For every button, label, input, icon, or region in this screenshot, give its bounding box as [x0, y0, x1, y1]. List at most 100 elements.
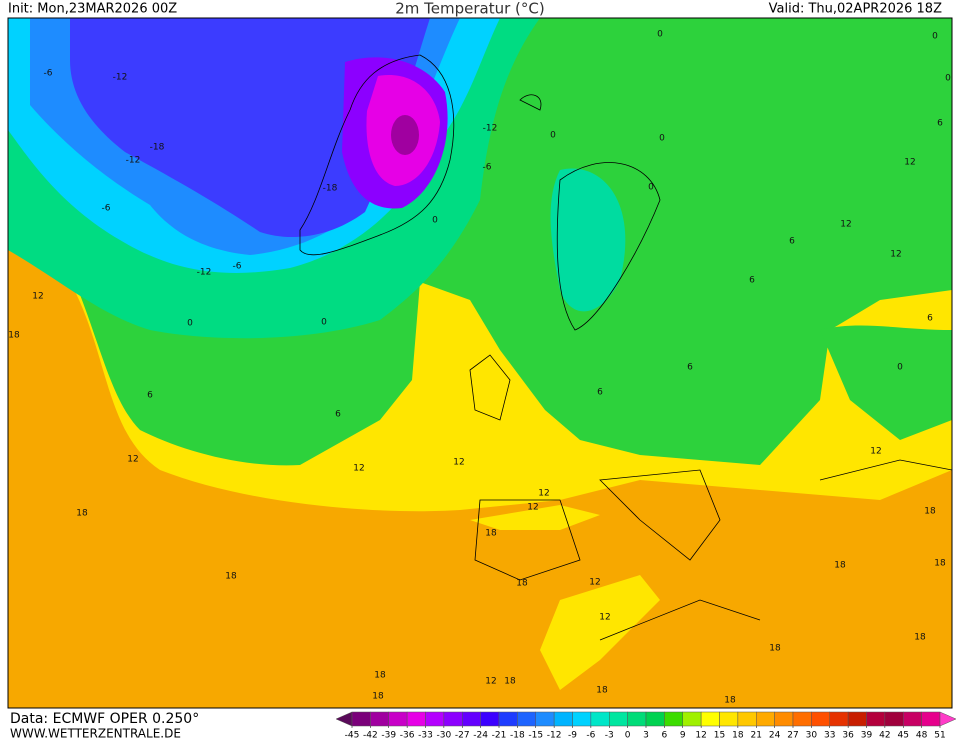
contour-label: 0 — [657, 30, 663, 40]
contour-label: 6 — [687, 363, 693, 373]
color-tick-label: -9 — [568, 731, 577, 741]
color-swatch — [664, 711, 683, 727]
color-swatch — [645, 711, 665, 727]
color-tick-label: -36 — [400, 731, 415, 741]
contour-label: 0 — [550, 131, 556, 141]
color-swatch — [756, 711, 775, 727]
color-tick-label: 24 — [769, 731, 781, 741]
color-tick-label: 9 — [680, 731, 686, 741]
color-swatch — [700, 711, 720, 727]
color-tick-label: 48 — [916, 731, 928, 741]
color-tick-label: -45 — [345, 731, 360, 741]
color-swatch — [609, 711, 628, 727]
color-tick-label: -33 — [418, 731, 433, 741]
color-swatch — [829, 711, 849, 727]
contour-label: 6 — [597, 388, 603, 398]
website: WWW.WETTERZENTRALE.DE — [10, 727, 181, 741]
contour-label: -12 — [113, 73, 128, 83]
contour-label: 0 — [932, 32, 938, 42]
color-tick-label: -42 — [363, 731, 378, 741]
color-swatch — [535, 711, 555, 727]
contour-label: 6 — [147, 391, 153, 401]
contour-label: 18 — [924, 507, 936, 517]
color-swatch — [774, 711, 794, 727]
contour-label: -6 — [44, 69, 53, 79]
contour-label: 18 — [769, 644, 781, 654]
contour-label: 0 — [659, 134, 665, 144]
contour-label: 12 — [870, 447, 881, 457]
contour-label: 6 — [335, 410, 341, 420]
color-swatch — [388, 711, 408, 727]
color-tick-label: 51 — [934, 731, 945, 741]
contour-label: 6 — [937, 119, 943, 129]
color-swatch — [847, 711, 867, 727]
contour-label: 12 — [599, 613, 610, 623]
color-tick-label: 6 — [662, 731, 668, 741]
contour-label: 18 — [516, 579, 528, 589]
contour-labels: -6 -12-18-12-6-12-60 066121212121818181818… — [8, 30, 951, 706]
field-minus-42 — [391, 115, 419, 155]
contour-label: 0 — [321, 318, 327, 328]
color-tick-label: 21 — [751, 731, 762, 741]
color-tick-label: -12 — [547, 731, 562, 741]
contour-label: -12 — [126, 156, 141, 166]
color-tick-label: -18 — [510, 731, 525, 741]
contour-label: 18 — [372, 692, 384, 702]
color-swatch — [370, 711, 389, 727]
map-frame — [7, 17, 953, 709]
contour-label: 12 — [538, 489, 549, 499]
contour-label: 18 — [504, 677, 516, 687]
color-swatch — [462, 711, 481, 727]
color-tick-label: -6 — [586, 731, 595, 741]
color-swatch — [480, 711, 500, 727]
color-tick-label: -30 — [437, 731, 452, 741]
color-swatch — [498, 711, 518, 727]
contour-label: 18 — [834, 561, 846, 571]
color-swatch — [811, 711, 830, 727]
contour-label: 0 — [945, 74, 951, 84]
color-swatch — [866, 711, 886, 727]
contour-label: 12 — [127, 455, 138, 465]
contour-label: -6 — [483, 163, 492, 173]
init-time: Init: Mon,23MAR2026 00Z — [8, 2, 177, 17]
coastlines — [299, 54, 952, 641]
color-tick-label: -15 — [528, 731, 543, 741]
contour-label: 18 — [485, 529, 497, 539]
color-swatch — [572, 711, 592, 727]
color-swatch — [443, 711, 463, 727]
contour-label: -18 — [323, 184, 338, 194]
color-swatch — [553, 711, 573, 727]
contour-label: 12 — [904, 158, 915, 168]
contour-label: 12 — [589, 578, 600, 588]
color-tick-label: 42 — [879, 731, 890, 741]
color-swatch — [517, 711, 536, 727]
field-6-east — [820, 325, 952, 440]
color-tick-label: -39 — [381, 731, 396, 741]
field-minus-18 — [70, 18, 430, 238]
valid-time: Valid: Thu,02APR2026 18Z — [769, 2, 942, 17]
contour-label: 12 — [840, 220, 851, 230]
contour-label: 12 — [353, 464, 364, 474]
temperature-field — [8, 18, 952, 708]
contour-label: 18 — [934, 559, 946, 569]
color-swatch — [425, 711, 445, 727]
map-title: 2m Temperatur (°C) — [395, 0, 545, 18]
contour-label: 18 — [76, 509, 88, 519]
field-12-patch — [470, 505, 660, 690]
contour-label: 18 — [8, 331, 20, 341]
contour-label: 12 — [527, 503, 538, 513]
color-swatch — [884, 711, 904, 727]
contour-label: -6 — [102, 204, 111, 214]
color-tick-label: 39 — [861, 731, 873, 741]
color-tick-label: -21 — [492, 731, 507, 741]
color-swatch — [590, 711, 610, 727]
field-scandinavia — [550, 168, 626, 312]
color-tick-label: 45 — [898, 731, 909, 741]
color-tick-label: 27 — [787, 731, 798, 741]
color-tick-label: -27 — [455, 731, 470, 741]
color-tick-label: -3 — [605, 731, 614, 741]
contour-label: -6 — [233, 262, 242, 272]
contour-label: 12 — [485, 677, 496, 687]
color-tick-label: 12 — [695, 731, 706, 741]
